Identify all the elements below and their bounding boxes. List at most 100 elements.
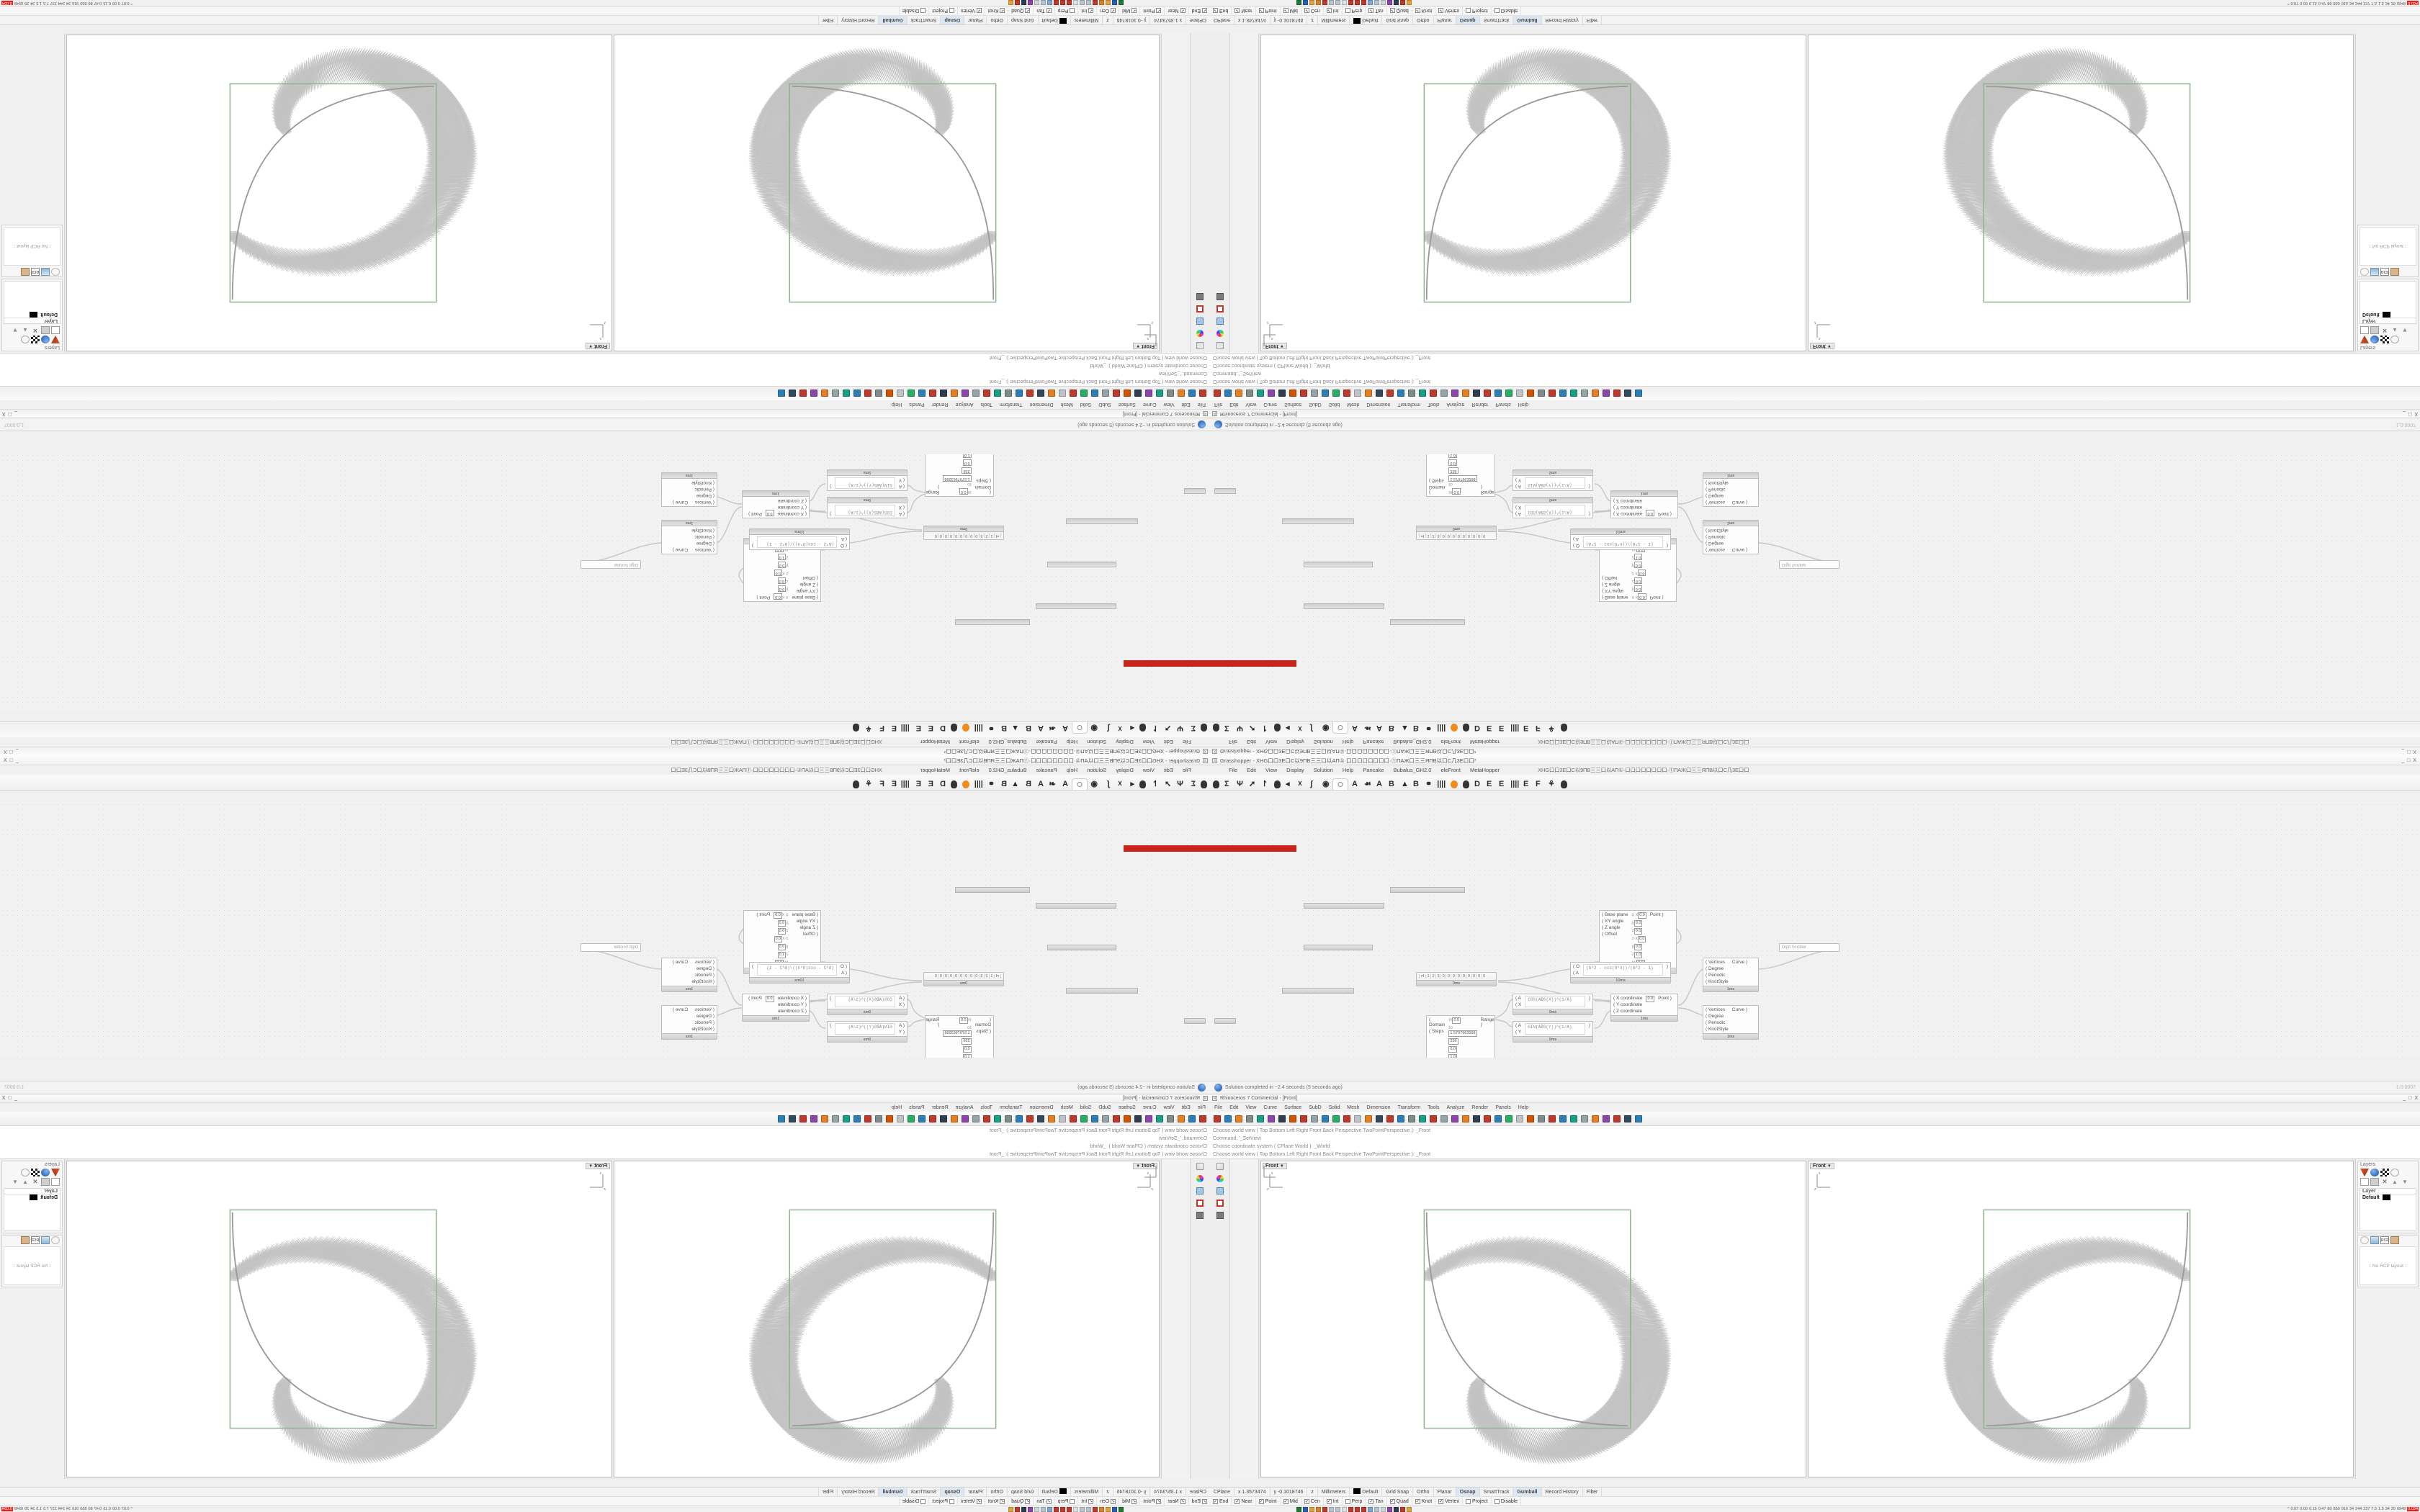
toolbar-icon-4[interactable] [1255,389,1265,399]
digit-4[interactable]: 0 [1440,534,1446,538]
gh-node-curve2[interactable]: ( Vertices( Degree( Periodic( KnotStyle C… [1703,472,1759,507]
sigma-icon[interactable]: Σ [1224,780,1229,788]
gear-icon-2[interactable] [51,1236,60,1244]
rhino-menu-surface[interactable]: Surface [1284,1104,1302,1110]
display-icon[interactable] [1196,1210,1206,1220]
toolbar-icon-2[interactable] [1234,389,1244,399]
rhino-menu-solid[interactable]: Solid [1080,1104,1092,1110]
node-field-0[interactable]: in0.0 [959,488,972,495]
dither-icon[interactable] [1510,722,1520,734]
shield-icon[interactable]: ⚭ [1425,724,1433,732]
sigma-icon[interactable]: Σ [1191,724,1196,732]
node-input-1[interactable]: ( Degree [1706,966,1724,971]
node-input-0[interactable]: ( A [1515,511,1521,516]
checkbox-icon-5[interactable]: ✓ [1088,8,1094,14]
taskbar-icon-14[interactable] [1387,0,1392,6]
digit-6[interactable]: 0 [1451,974,1456,978]
digit-4[interactable]: 0 [974,974,980,978]
checkbox-icon-9[interactable]: ✓ [1415,8,1420,14]
status-toggle-smarttrack[interactable]: SmartTrack [1480,1487,1514,1497]
grid-icon[interactable] [1436,778,1447,790]
tray-chevron-icon[interactable]: ^ [2287,1506,2290,1511]
node-input-2[interactable]: ( Periodic [694,487,714,492]
toolbar-icon-4[interactable] [1155,1114,1165,1124]
node-input-1[interactable]: ( Degree [696,966,714,971]
bell-icon[interactable] [851,722,861,734]
node-field-value-4[interactable]: 0.0 [1634,944,1643,950]
node-input-0[interactable]: ( X coordinate [1613,511,1643,516]
digit-11[interactable]: 0 [1476,974,1482,978]
gh-node-point[interactable]: ( X coordinate( Y coordinate( Z coordina… [742,994,810,1022]
digit-0[interactable]: •4 [1419,534,1425,538]
toolbar-icon-13[interactable] [1353,389,1363,399]
bell-icon[interactable] [851,778,861,790]
taskbar-icon-3[interactable] [1316,1506,1321,1512]
osnap-mid[interactable]: ✓ Mid [1119,6,1140,16]
node-output-0[interactable]: Curve ) [672,547,689,552]
minimize-button[interactable]: _ [2401,757,2405,763]
taskbar-icon-7[interactable] [1073,0,1078,6]
gh-widget-pan[interactable] [1214,1018,1236,1024]
status-toggle-ortho[interactable]: Ortho [986,15,1007,25]
osnap-disable[interactable]: Disable [898,1496,929,1506]
scissors-icon[interactable]: ☓ [1118,724,1122,732]
taskbar-icon-6[interactable] [1080,0,1085,6]
digit-5[interactable]: 0 [1446,534,1451,538]
arrow-icon[interactable]: ➚ [1249,780,1256,788]
node-input-0[interactable]: ( Vertices [694,547,714,552]
node-input-1[interactable]: ( XY angle [1602,919,1624,924]
digit-9[interactable]: 0 [949,534,954,538]
taskbar-icon-4[interactable] [1322,0,1327,6]
node-field-5[interactable]: z1.0 [777,554,789,560]
psi-icon[interactable]: Ψ [1237,780,1243,788]
taskbar-icon-15[interactable] [1021,1506,1026,1512]
osnap-quad[interactable]: ✓ Quad [1008,1496,1034,1506]
close-button[interactable]: X [2413,749,2416,755]
rhino-menu-dimension[interactable]: Dimension [1029,1104,1054,1110]
viewport-front-right[interactable]: Front ▼ x z [66,1161,612,1477]
toolbar-icon-24[interactable] [938,1114,949,1124]
scissors-icon[interactable]: ☓ [1298,780,1302,788]
digit-10[interactable]: 0 [1471,534,1476,538]
status-cplane[interactable]: CPlane [1186,15,1210,25]
osnap-cen[interactable]: ✓ Cen [1096,1496,1119,1506]
node-input-0[interactable]: ( A [899,511,905,516]
gh-node-curve2[interactable]: ( Vertices( Degree( Periodic( KnotStyle C… [661,472,717,507]
toolbar-icon-36[interactable] [1601,1114,1611,1124]
toolbar-icon-6[interactable] [1277,1114,1287,1124]
eye-icon[interactable]: ◉ [1322,724,1330,732]
digit-4[interactable]: 0 [974,534,980,538]
toolbar-icon-7[interactable] [1122,1114,1132,1124]
toolbar-icon-17[interactable] [1396,1114,1406,1124]
toolbar-icon-0[interactable] [1198,1114,1208,1124]
node-field-value-3[interactable]: 0.0 [962,459,972,466]
osnap-point[interactable]: ✓ Point [1139,1496,1165,1506]
toolbar-icon-21[interactable] [971,1114,981,1124]
rhino-minimize-button[interactable]: _ [2403,411,2406,416]
checkbox-icon-12[interactable] [920,1498,926,1504]
menu-pancake[interactable]: Pancake [1363,767,1384,773]
node-input-2[interactable]: ( Z coordinate [777,1009,807,1014]
toolbar-icon-28[interactable] [1515,1114,1525,1124]
down-arrow-icon[interactable]: ▼ [12,1179,18,1185]
viewport-front-left[interactable]: Front ▼ x z [614,35,1160,351]
toolbar-icon-19[interactable] [1417,1114,1428,1124]
gear-icon[interactable] [2390,336,2399,343]
taskbar-icon-8[interactable] [1067,1506,1072,1512]
digit-6[interactable]: 0 [1451,534,1456,538]
node-output-0[interactable]: ) [1588,511,1590,516]
node-input-1[interactable]: ( Y [898,477,905,482]
node-field-value-4[interactable]: 0.0 [777,562,786,568]
gh-node-exprSin[interactable]: ( A( Y SIN(ABS(Y))^(1/A) ) 9ms [827,1021,908,1043]
toolbar-icon-10[interactable] [1090,1114,1100,1124]
toolbar-icon-35[interactable] [1590,389,1600,399]
node-field-value-5[interactable]: 1.0 [1634,554,1643,560]
brush-icon[interactable] [2390,1236,2399,1244]
letter-e-icon[interactable]: E [928,724,933,732]
letter-e3-icon[interactable]: E [1523,724,1529,732]
node-field-value-2[interactable]: 256 [962,467,972,474]
osnap-disable[interactable]: Disable [898,6,929,16]
checkbox-icon-8[interactable]: ✓ [1389,8,1395,14]
osnap-disable[interactable]: Disable [1491,6,1522,16]
rhino-menu-mesh[interactable]: Mesh [1060,402,1073,408]
